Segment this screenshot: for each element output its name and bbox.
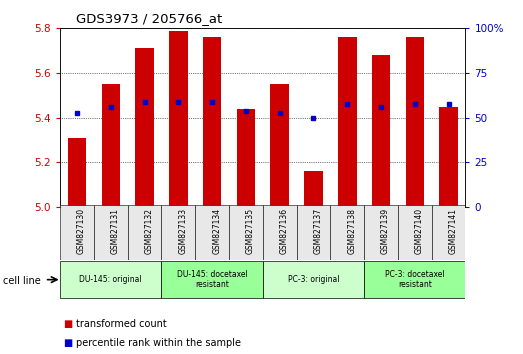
Bar bbox=[68, 138, 86, 207]
FancyBboxPatch shape bbox=[263, 261, 364, 298]
Bar bbox=[439, 107, 458, 207]
Text: cell line: cell line bbox=[3, 276, 40, 286]
FancyBboxPatch shape bbox=[398, 205, 431, 260]
FancyBboxPatch shape bbox=[431, 205, 465, 260]
FancyBboxPatch shape bbox=[60, 261, 162, 298]
FancyBboxPatch shape bbox=[364, 261, 465, 298]
Bar bbox=[405, 37, 424, 207]
Text: GSM827138: GSM827138 bbox=[347, 208, 356, 254]
Text: GSM827134: GSM827134 bbox=[212, 208, 221, 254]
FancyBboxPatch shape bbox=[331, 205, 364, 260]
Text: GDS3973 / 205766_at: GDS3973 / 205766_at bbox=[76, 12, 222, 25]
FancyBboxPatch shape bbox=[195, 205, 229, 260]
Text: transformed count: transformed count bbox=[76, 319, 167, 329]
FancyBboxPatch shape bbox=[364, 205, 398, 260]
Text: DU-145: original: DU-145: original bbox=[79, 275, 142, 284]
Text: GSM827130: GSM827130 bbox=[77, 208, 86, 254]
Text: GSM827137: GSM827137 bbox=[313, 208, 323, 254]
Text: GSM827133: GSM827133 bbox=[178, 208, 187, 254]
Text: GSM827141: GSM827141 bbox=[449, 208, 458, 254]
Text: ■: ■ bbox=[63, 338, 72, 348]
Text: GSM827132: GSM827132 bbox=[144, 208, 154, 254]
Bar bbox=[338, 37, 357, 207]
Bar bbox=[270, 84, 289, 207]
Text: percentile rank within the sample: percentile rank within the sample bbox=[76, 338, 241, 348]
Text: DU-145: docetaxel
resistant: DU-145: docetaxel resistant bbox=[177, 270, 247, 289]
Text: GSM827139: GSM827139 bbox=[381, 208, 390, 254]
Text: GSM827135: GSM827135 bbox=[246, 208, 255, 254]
Text: GSM827136: GSM827136 bbox=[280, 208, 289, 254]
Text: GSM827140: GSM827140 bbox=[415, 208, 424, 254]
Text: PC-3: docetaxel
resistant: PC-3: docetaxel resistant bbox=[385, 270, 445, 289]
Bar bbox=[135, 48, 154, 207]
FancyBboxPatch shape bbox=[297, 205, 331, 260]
Bar bbox=[203, 37, 221, 207]
FancyBboxPatch shape bbox=[94, 205, 128, 260]
FancyBboxPatch shape bbox=[60, 205, 94, 260]
Bar bbox=[169, 30, 188, 207]
Bar bbox=[372, 55, 390, 207]
FancyBboxPatch shape bbox=[162, 261, 263, 298]
Bar bbox=[304, 171, 323, 207]
Text: GSM827131: GSM827131 bbox=[111, 208, 120, 254]
Text: ■: ■ bbox=[63, 319, 72, 329]
Bar bbox=[236, 109, 255, 207]
FancyBboxPatch shape bbox=[263, 205, 297, 260]
Text: PC-3: original: PC-3: original bbox=[288, 275, 339, 284]
FancyBboxPatch shape bbox=[162, 205, 195, 260]
Bar bbox=[101, 84, 120, 207]
FancyBboxPatch shape bbox=[229, 205, 263, 260]
FancyBboxPatch shape bbox=[128, 205, 162, 260]
